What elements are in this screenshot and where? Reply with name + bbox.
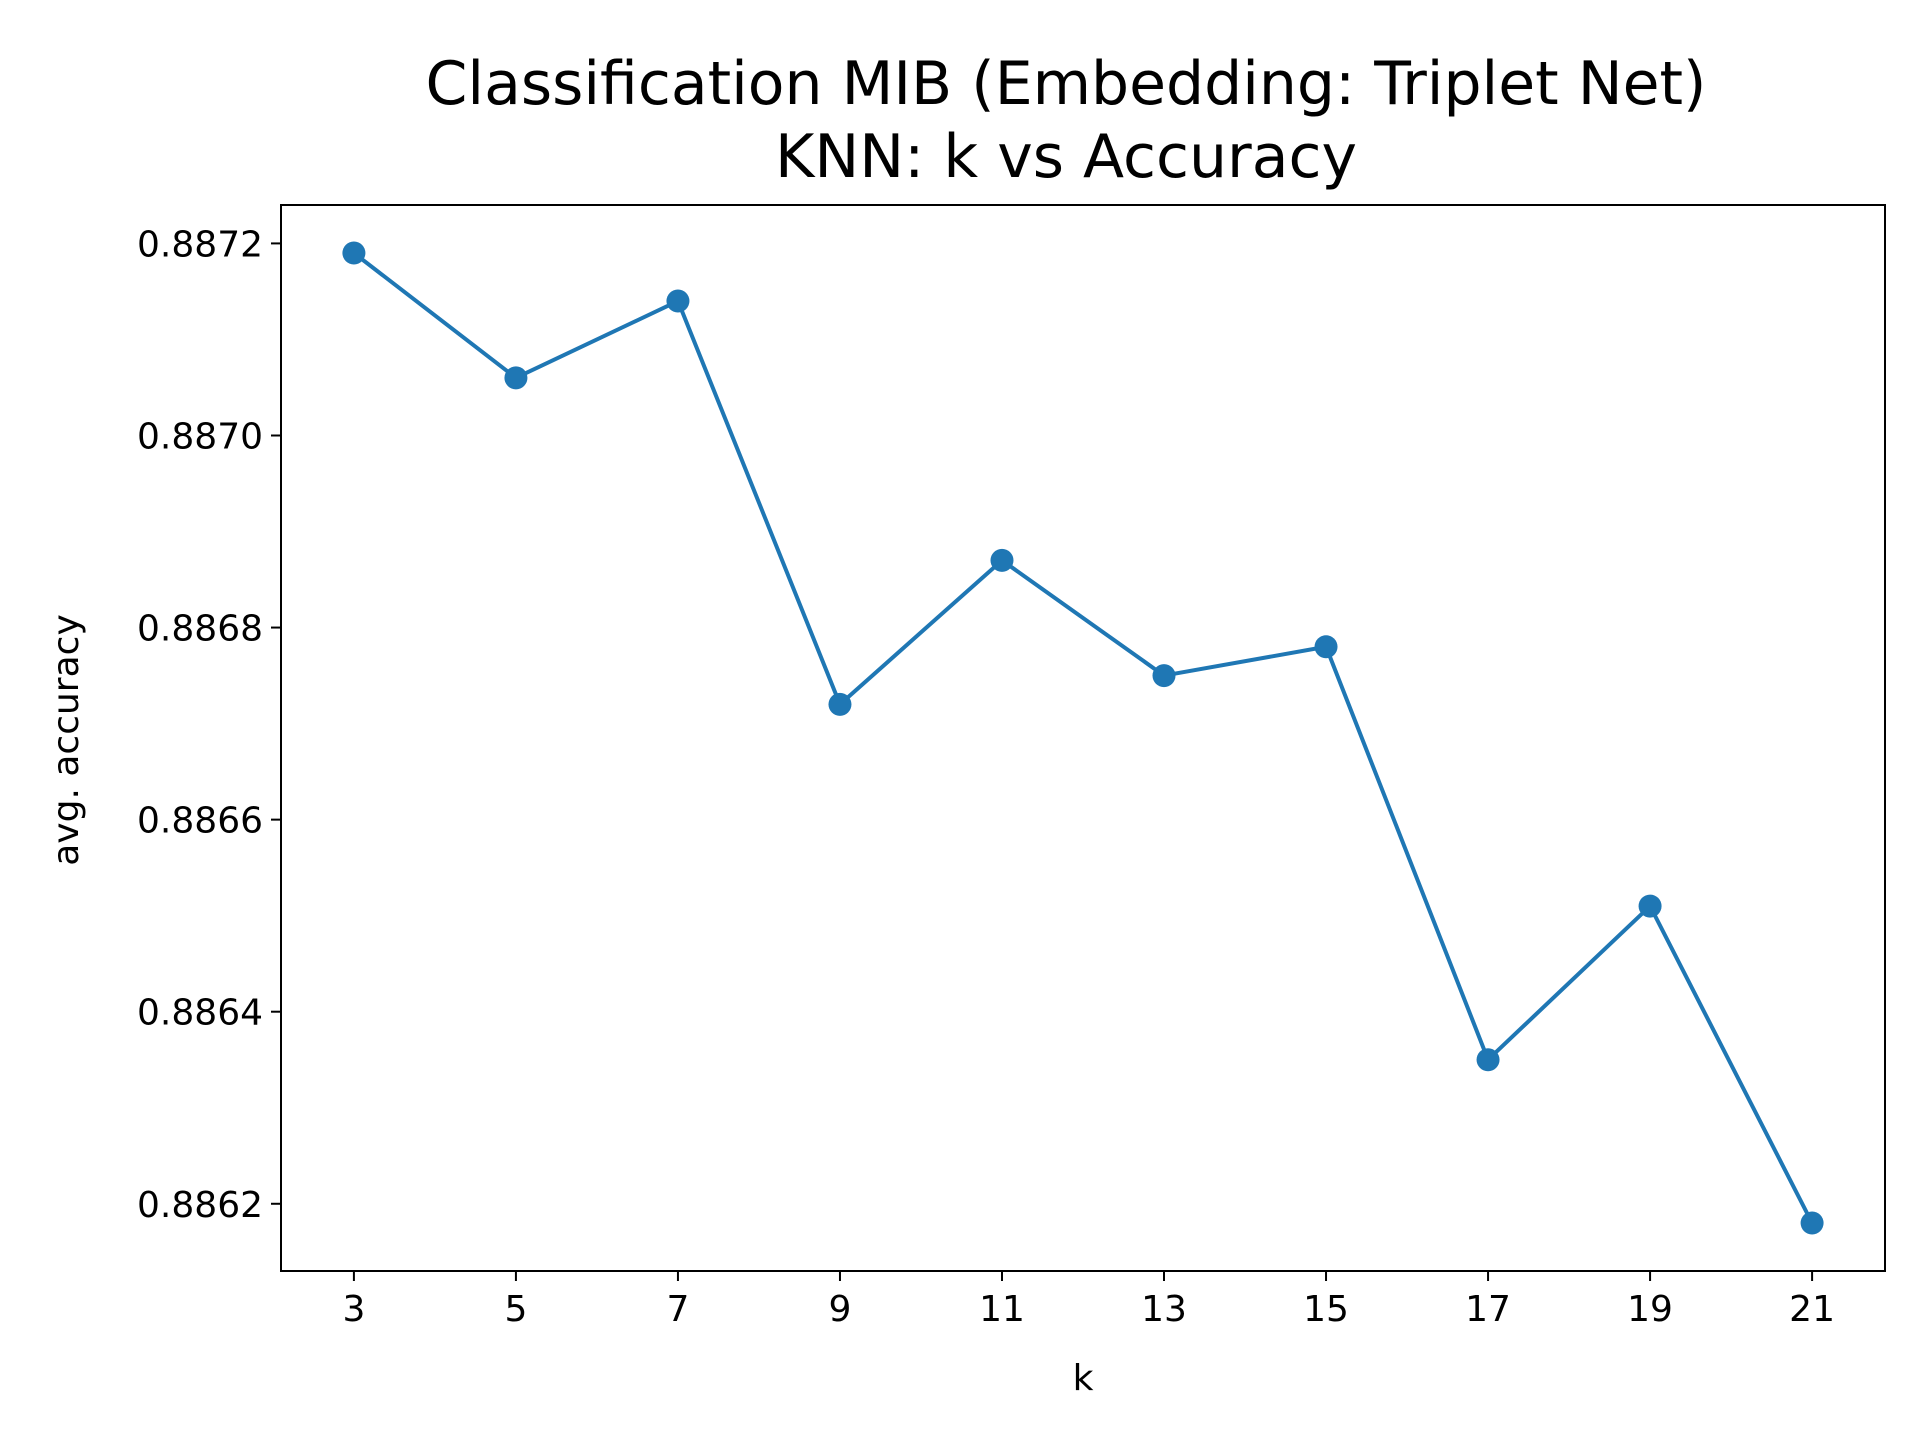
data-point [666,289,690,313]
x-tick-label: 21 [1789,1289,1835,1330]
data-point [828,692,852,716]
y-tick-label: 0.8872 [137,224,263,265]
y-tick-label: 0.8862 [137,1185,263,1226]
y-tick-label: 0.8870 [137,416,263,457]
x-tick-label: 15 [1303,1289,1349,1330]
data-point [1476,1048,1500,1072]
data-point [1152,664,1176,688]
x-tick-label: 3 [342,1289,365,1330]
x-tick-label: 17 [1465,1289,1511,1330]
chart-title-line-2: KNN: k vs Accuracy [775,122,1357,192]
x-axis: 3 5 7 9 11 13 15 17 19 21 [342,1271,1835,1330]
x-tick-label: 13 [1141,1289,1187,1330]
y-axis-label: avg. accuracy [46,614,87,866]
x-tick-label: 11 [979,1289,1025,1330]
data-point [990,548,1014,572]
plot-layer [342,241,1824,1235]
x-tick-label: 7 [666,1289,689,1330]
series-line [352,251,1814,1224]
x-tick-label: 5 [504,1289,527,1330]
x-tick-label: 9 [829,1289,852,1330]
data-point [1800,1211,1824,1235]
x-axis-label: k [1073,1358,1094,1399]
data-point [504,366,528,390]
plot-frame [280,204,1886,1272]
y-tick-label: 0.8864 [137,993,263,1034]
y-tick-label: 0.8866 [137,801,263,842]
y-axis: 0.8862 0.8864 0.8866 0.8868 0.8870 0.8872 [137,224,281,1226]
x-tick-label: 19 [1627,1289,1673,1330]
data-point [342,241,366,265]
data-point [1314,635,1338,659]
data-point [1638,894,1662,918]
y-tick-label: 0.8868 [137,609,263,650]
chart-title-line-1: Classification MIB (Embedding: Triplet N… [426,49,1707,119]
